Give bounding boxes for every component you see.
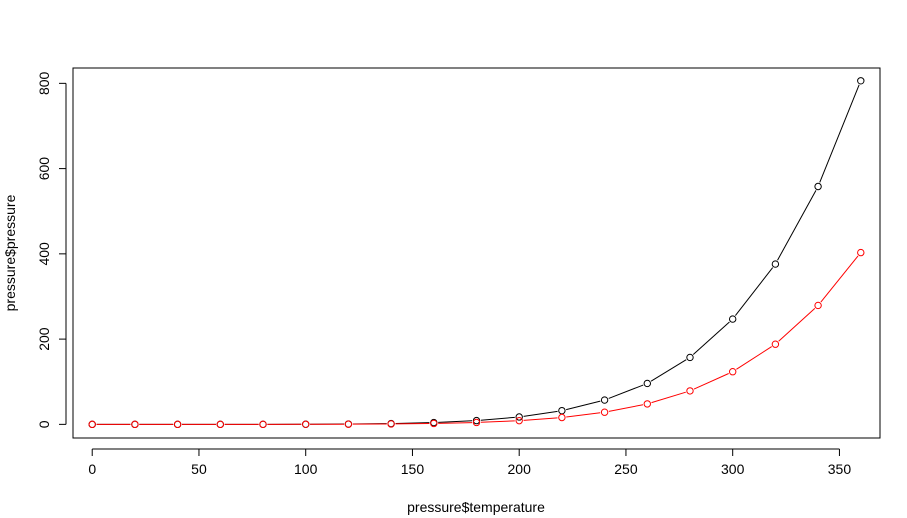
data-point [216, 420, 225, 429]
data-point [643, 379, 651, 388]
x-axis-label: pressure$temperature [407, 499, 545, 515]
data-point [600, 408, 609, 416]
data-point [344, 420, 353, 428]
series-segment [480, 420, 515, 423]
series-layer [88, 77, 865, 429]
x-tick-label: 150 [401, 461, 425, 477]
data-point [558, 413, 566, 422]
data-point [771, 260, 780, 268]
x-tick-label: 350 [828, 461, 852, 477]
series-segment [734, 267, 774, 316]
x-tick-label: 100 [294, 461, 318, 477]
y-axis: 0 200 400 600 800 [36, 71, 67, 428]
data-point [558, 406, 566, 415]
series-segment [566, 412, 601, 418]
y-tick-label: 800 [36, 71, 52, 95]
x-axis: 0 50 100 150 200 250 300 350 [88, 448, 852, 477]
series-2 [88, 248, 865, 429]
data-point [472, 416, 481, 425]
series-segment [651, 391, 686, 404]
series-segment [650, 359, 687, 382]
x-tick-label: 300 [721, 461, 745, 477]
series-1 [88, 77, 865, 429]
series-segment [692, 321, 730, 355]
series-segment [438, 422, 473, 424]
data-point [814, 182, 822, 191]
x-tick-label: 50 [191, 461, 207, 477]
data-point [88, 420, 96, 429]
series-segment [438, 420, 473, 423]
series-segment [693, 373, 729, 390]
data-point [131, 420, 139, 429]
series-segment [777, 190, 817, 261]
data-point [857, 248, 865, 257]
y-tick-label: 600 [36, 157, 52, 181]
data-point [515, 416, 523, 425]
series-segment [523, 417, 558, 421]
data-point [771, 340, 780, 348]
x-tick-label: 200 [508, 461, 532, 477]
series-segment [608, 384, 644, 399]
series-segment [480, 416, 515, 421]
series-segment [819, 84, 860, 183]
series-segment [778, 308, 816, 342]
x-tick-label: 250 [614, 461, 638, 477]
data-point [173, 420, 182, 429]
data-point [643, 400, 651, 408]
data-point [387, 420, 395, 428]
data-point [430, 419, 438, 428]
data-point [259, 420, 267, 429]
plot-box [72, 67, 881, 439]
data-point [857, 77, 865, 85]
data-point [515, 413, 523, 421]
x-tick-label: 0 [88, 461, 96, 477]
series-segment [523, 410, 558, 417]
data-point [302, 420, 310, 428]
series-segment [820, 255, 859, 303]
y-tick-label: 400 [36, 242, 52, 266]
data-point [472, 418, 481, 427]
y-tick-label: 200 [36, 327, 52, 351]
y-axis-label: pressure$pressure [2, 194, 18, 311]
data-point [728, 315, 737, 323]
data-point [728, 368, 737, 376]
data-point [686, 387, 694, 395]
series-segment [608, 404, 644, 412]
series-segment [736, 346, 772, 370]
data-point [814, 301, 822, 310]
y-tick-label: 0 [36, 420, 52, 428]
data-point [686, 353, 694, 362]
series-segment [566, 400, 601, 411]
series-segment [395, 422, 430, 424]
data-point [600, 396, 609, 404]
